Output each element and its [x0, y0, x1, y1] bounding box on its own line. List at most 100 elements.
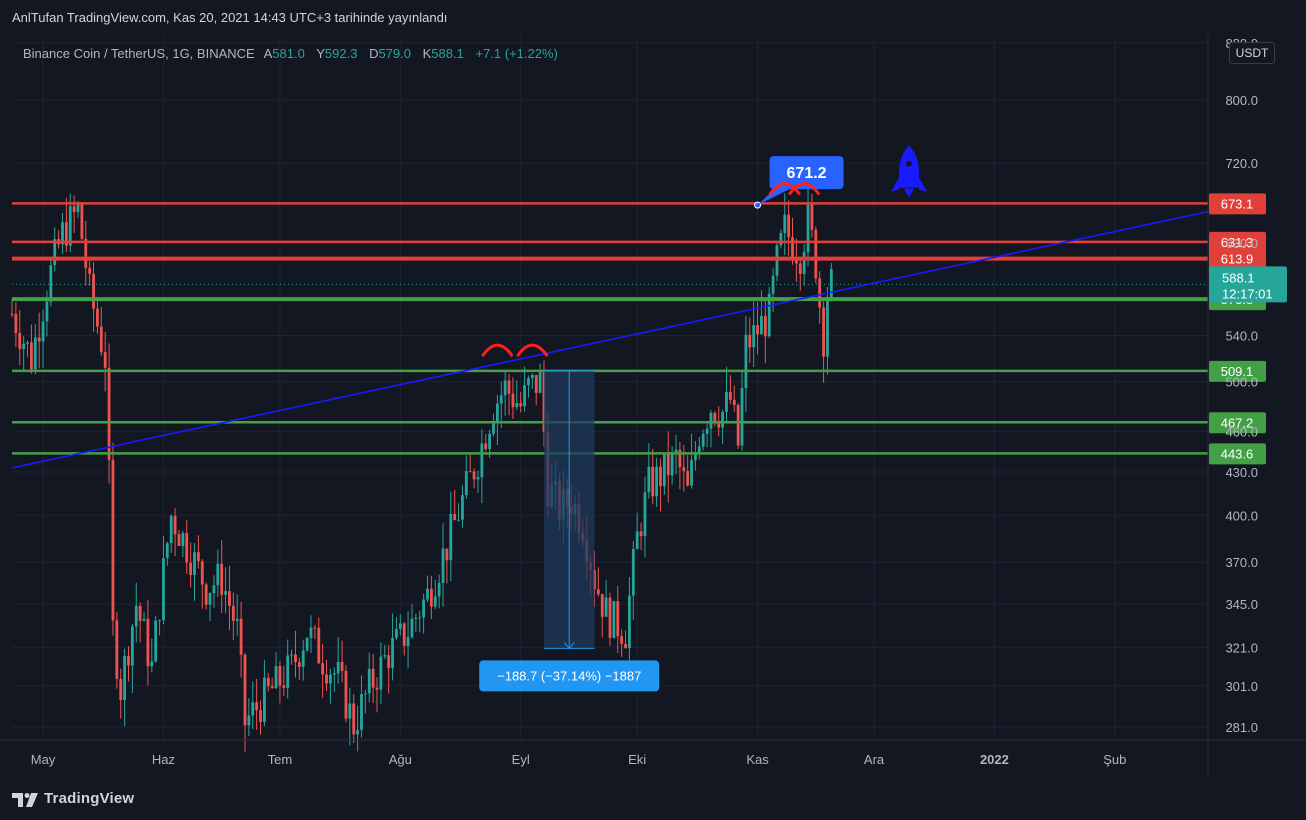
candle-body	[453, 514, 457, 521]
candle-body	[600, 594, 604, 617]
candle-body	[290, 654, 293, 656]
candle	[26, 340, 29, 358]
candle	[705, 421, 709, 448]
candle-body	[53, 239, 57, 266]
candle	[162, 535, 165, 625]
candle	[80, 201, 84, 241]
candle-body	[620, 636, 624, 644]
candle-body	[142, 618, 146, 621]
candle-body	[332, 673, 336, 675]
candle-body	[329, 674, 332, 684]
candle	[484, 433, 488, 452]
candle	[515, 380, 519, 411]
candle-body	[476, 477, 480, 480]
candle	[814, 226, 818, 284]
candle-body	[119, 678, 123, 700]
candle-body	[464, 471, 468, 496]
candle-body	[635, 531, 639, 549]
candle	[643, 476, 647, 558]
candle	[150, 638, 154, 673]
candle-body	[391, 637, 394, 669]
candle	[375, 677, 379, 713]
candle	[329, 668, 332, 704]
candle-body	[674, 449, 678, 452]
candle	[134, 582, 138, 643]
candle	[678, 441, 682, 490]
candle	[309, 615, 313, 653]
level-badge	[1209, 248, 1266, 270]
candle-body	[480, 443, 484, 478]
candle	[709, 410, 713, 448]
candle	[744, 315, 748, 413]
candle	[604, 580, 608, 617]
x-tick-label: Kas	[746, 752, 769, 767]
candle-body	[99, 326, 103, 353]
candle-body	[783, 214, 787, 234]
candle-body	[150, 661, 154, 667]
candle	[829, 263, 833, 302]
candle-body	[196, 552, 200, 562]
candle-body	[527, 378, 530, 386]
candle-body	[340, 661, 344, 671]
candle	[414, 613, 418, 632]
candle	[690, 433, 693, 489]
candle-body	[321, 663, 325, 675]
candle	[655, 457, 658, 507]
candle	[472, 468, 476, 489]
candle-body	[713, 412, 717, 422]
drawings: 588.112:17:01 −188.7 (−37.14%) −1887 671.2	[11, 145, 1287, 692]
x-tick-label: Tem	[268, 752, 293, 767]
candle	[798, 257, 802, 291]
measure-label-box	[479, 660, 660, 692]
candle	[538, 363, 542, 394]
candle-body	[228, 591, 231, 606]
candle-body	[395, 628, 398, 638]
candle-body	[608, 597, 612, 638]
candle-body	[282, 685, 286, 688]
candle	[530, 373, 534, 389]
candle	[266, 673, 270, 692]
candle-body	[387, 655, 391, 669]
candle	[356, 705, 359, 752]
change-value: +7.1 (+1.22%)	[475, 46, 558, 61]
candle-body	[643, 492, 647, 537]
candle-body	[818, 278, 822, 308]
candle	[701, 429, 705, 451]
candle	[752, 301, 756, 367]
candle-body	[165, 543, 169, 559]
candle-body	[68, 206, 72, 246]
candle	[200, 559, 204, 609]
brand-name: TradingView	[44, 790, 135, 807]
candle-body	[363, 693, 367, 695]
candle-body	[64, 222, 68, 246]
symbol-name: Binance Coin / TetherUS, 1G, BINANCE	[23, 46, 255, 61]
candle-body	[794, 260, 798, 264]
level-badge-label: 673.1	[1221, 196, 1254, 211]
candle-body	[115, 620, 119, 679]
rocket-flame	[904, 188, 914, 198]
x-tick-label: Haz	[152, 752, 175, 767]
candle-body	[107, 367, 111, 460]
tradingview-logo[interactable]: TradingView	[12, 790, 134, 807]
footer-bar	[0, 776, 1306, 820]
candle	[476, 470, 480, 493]
candle	[99, 306, 103, 356]
candle-body	[76, 204, 80, 213]
candle-body	[810, 203, 814, 230]
candle-body	[84, 238, 88, 268]
candle-body	[212, 585, 216, 594]
currency-button[interactable]: USDT	[1229, 42, 1275, 64]
candle-body	[519, 403, 523, 407]
candle	[57, 230, 60, 249]
candle	[596, 567, 600, 597]
candle	[694, 441, 697, 471]
candle	[449, 491, 453, 581]
candle-body	[767, 293, 771, 337]
axes: MayHazTemAğuEylEkiKasAra2022Şub880.0800.…	[0, 36, 1306, 776]
candle-body	[826, 297, 829, 357]
rocket-fin-right	[919, 177, 927, 192]
candle-body	[278, 666, 282, 686]
y-tick-label: 720.0	[1225, 156, 1258, 171]
